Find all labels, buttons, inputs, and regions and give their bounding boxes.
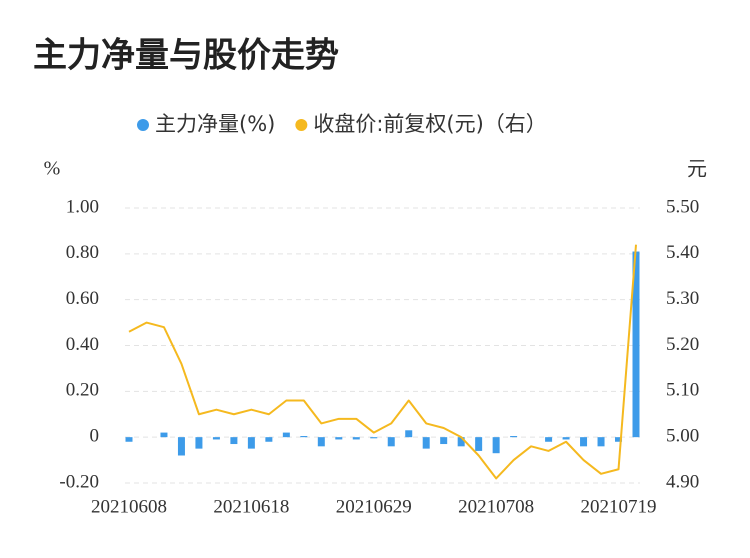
bar bbox=[195, 437, 203, 449]
chart-title: 主力净量与股价走势 bbox=[33, 36, 339, 76]
bar bbox=[317, 437, 325, 447]
bar bbox=[370, 437, 378, 439]
bar bbox=[387, 437, 395, 447]
y-tick-label: 0.60 bbox=[66, 288, 99, 309]
legend-label: 收盘价:前复权(元)（右） bbox=[313, 112, 546, 136]
bar bbox=[405, 430, 413, 438]
bar bbox=[160, 432, 168, 438]
y-tick-label: -0.20 bbox=[59, 471, 99, 492]
y-tick-label: 0 bbox=[90, 426, 100, 447]
bar bbox=[545, 437, 553, 442]
legend-marker bbox=[137, 119, 149, 131]
bar bbox=[247, 437, 255, 449]
bar bbox=[422, 437, 430, 449]
bar bbox=[510, 436, 518, 438]
legend-marker bbox=[295, 119, 308, 131]
bar bbox=[475, 437, 483, 451]
legend-label: 主力净量(%) bbox=[155, 112, 275, 136]
y2-tick-label: 5.20 bbox=[666, 334, 699, 355]
bar bbox=[125, 437, 133, 442]
x-tick-label: 20210719 bbox=[581, 496, 657, 517]
bar bbox=[177, 437, 185, 456]
x-tick-label: 20210618 bbox=[213, 496, 289, 517]
y2-tick-label: 4.90 bbox=[666, 471, 699, 492]
bar bbox=[300, 436, 308, 438]
y-tick-label: 0.80 bbox=[66, 242, 99, 263]
y2-tick-label: 5.50 bbox=[666, 196, 699, 217]
bar bbox=[457, 437, 465, 447]
x-tick-label: 20210708 bbox=[458, 496, 534, 517]
bar bbox=[230, 437, 238, 445]
bar bbox=[335, 437, 343, 440]
y2-axis-label: 元 bbox=[687, 157, 707, 181]
bar bbox=[352, 437, 360, 440]
x-tick-label: 20210629 bbox=[336, 496, 412, 517]
y-tick-label: 0.20 bbox=[66, 380, 99, 401]
y-axis-label: % bbox=[44, 158, 61, 180]
y-tick-label: 1.00 bbox=[66, 196, 99, 217]
bar bbox=[492, 437, 500, 454]
bar bbox=[282, 432, 290, 438]
bar bbox=[562, 437, 570, 440]
y2-tick-label: 5.30 bbox=[666, 288, 699, 309]
bar bbox=[615, 437, 623, 442]
bar bbox=[632, 251, 640, 438]
bar bbox=[265, 437, 273, 442]
price-line bbox=[128, 244, 637, 480]
y2-tick-label: 5.00 bbox=[666, 426, 699, 447]
bar bbox=[580, 437, 588, 447]
bar bbox=[212, 437, 220, 440]
bar bbox=[597, 437, 605, 447]
bar bbox=[440, 437, 448, 445]
y2-tick-label: 5.10 bbox=[666, 380, 699, 401]
x-tick-label: 20210608 bbox=[91, 496, 167, 517]
y-tick-label: 0.40 bbox=[66, 334, 99, 355]
y2-tick-label: 5.40 bbox=[666, 242, 699, 263]
